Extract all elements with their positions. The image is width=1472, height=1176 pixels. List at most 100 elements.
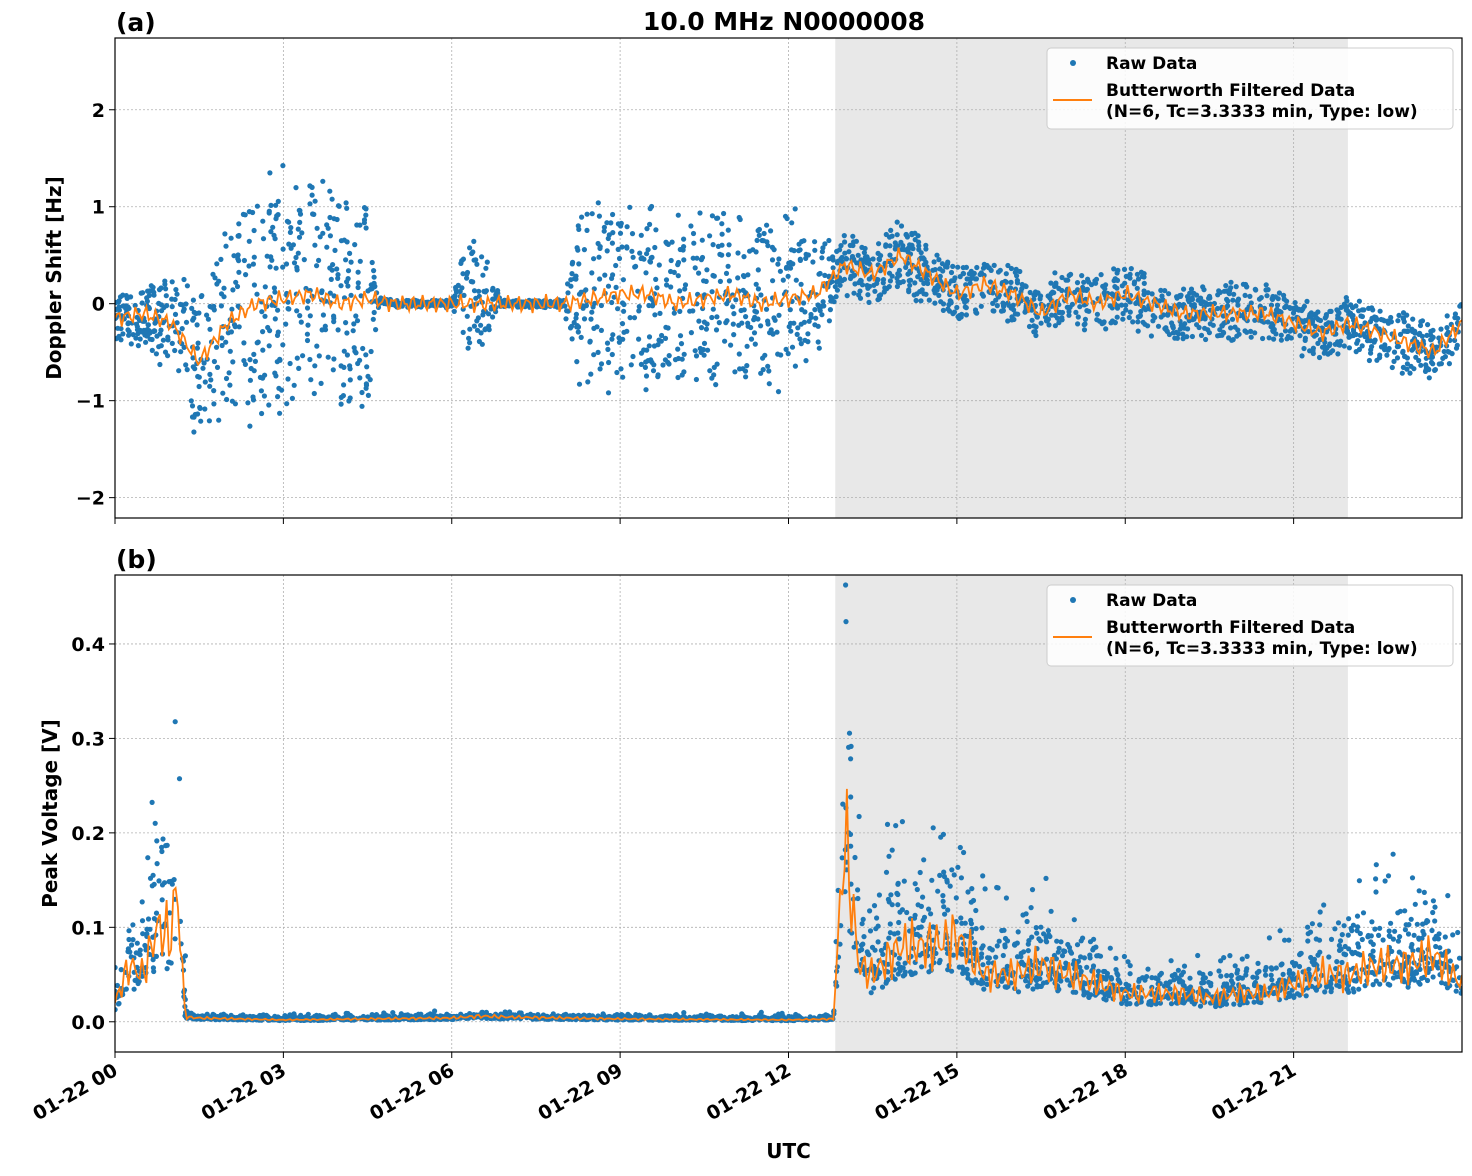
raw-point: [921, 918, 926, 923]
raw-point: [308, 313, 313, 318]
raw-point: [980, 925, 985, 930]
raw-point: [490, 314, 495, 319]
raw-point: [610, 241, 615, 246]
raw-point: [345, 239, 350, 244]
raw-point: [757, 227, 762, 232]
raw-point: [1122, 267, 1127, 272]
raw-point: [173, 719, 178, 724]
raw-point: [294, 308, 299, 313]
raw-point: [330, 268, 335, 273]
raw-point: [1034, 978, 1039, 983]
raw-point: [1310, 921, 1315, 926]
raw-point: [170, 341, 175, 346]
raw-point: [583, 287, 588, 292]
raw-point: [1249, 300, 1254, 305]
raw-point: [1384, 346, 1389, 351]
raw-point: [277, 357, 282, 362]
raw-point: [1031, 293, 1036, 298]
raw-point: [191, 429, 196, 434]
raw-point: [743, 374, 748, 379]
raw-point: [596, 350, 601, 355]
raw-point: [1318, 909, 1323, 914]
raw-point: [597, 214, 602, 219]
raw-point: [1368, 939, 1373, 944]
raw-point: [758, 292, 763, 297]
raw-point: [1137, 314, 1142, 319]
raw-point: [837, 247, 842, 252]
raw-point: [197, 384, 202, 389]
raw-point: [1169, 958, 1174, 963]
raw-point: [610, 332, 615, 337]
raw-point: [888, 892, 893, 897]
raw-point: [765, 319, 770, 324]
raw-point: [647, 222, 652, 227]
raw-point: [827, 318, 832, 323]
raw-point: [1142, 281, 1147, 286]
raw-point: [297, 313, 302, 318]
raw-point: [745, 344, 750, 349]
raw-point: [897, 910, 902, 915]
raw-point: [1218, 974, 1223, 979]
raw-point: [1176, 968, 1181, 973]
raw-point: [297, 220, 302, 225]
raw-point: [1180, 303, 1185, 308]
raw-point: [1142, 288, 1147, 293]
raw-point: [1008, 280, 1013, 285]
raw-point: [334, 266, 339, 271]
raw-point: [1046, 932, 1051, 937]
raw-point: [676, 356, 681, 361]
raw-point: [324, 245, 329, 250]
raw-point: [191, 298, 196, 303]
raw-point: [1180, 332, 1185, 337]
raw-point: [126, 937, 131, 942]
raw-point: [1361, 910, 1366, 915]
raw-point: [919, 964, 924, 969]
raw-point: [211, 388, 216, 393]
raw-point: [767, 381, 772, 386]
raw-point: [676, 213, 681, 218]
raw-point: [1351, 923, 1356, 928]
raw-point: [1373, 889, 1378, 894]
raw-point: [886, 936, 891, 941]
raw-point: [1049, 909, 1054, 914]
raw-point: [902, 879, 907, 884]
raw-point: [666, 361, 671, 366]
raw-point: [135, 941, 140, 946]
raw-point: [752, 330, 757, 335]
raw-point: [236, 270, 241, 275]
raw-point: [1221, 955, 1226, 960]
raw-point: [747, 249, 752, 254]
raw-point: [675, 347, 680, 352]
raw-point: [1058, 939, 1063, 944]
raw-point: [494, 290, 499, 295]
raw-point: [1341, 951, 1346, 956]
raw-point: [941, 308, 946, 313]
raw-point: [1455, 930, 1460, 935]
raw-point: [1226, 335, 1231, 340]
raw-point: [1423, 900, 1428, 905]
raw-point: [606, 360, 611, 365]
raw-point: [992, 263, 997, 268]
raw-point: [346, 398, 351, 403]
raw-point: [177, 776, 182, 781]
raw-point: [621, 309, 626, 314]
raw-point: [316, 258, 321, 263]
raw-point: [714, 314, 719, 319]
raw-point: [288, 230, 293, 235]
raw-point: [850, 243, 855, 248]
raw-point: [1340, 932, 1345, 937]
raw-point: [835, 288, 840, 293]
raw-point: [272, 285, 277, 290]
raw-point: [349, 260, 354, 265]
raw-point: [235, 256, 240, 261]
raw-point: [267, 209, 272, 214]
raw-point: [1433, 367, 1438, 372]
raw-point: [219, 291, 224, 296]
y-tick-label: 0: [92, 294, 105, 316]
raw-point: [894, 276, 899, 281]
raw-point: [297, 235, 302, 240]
raw-point: [861, 934, 866, 939]
raw-point: [1113, 956, 1118, 961]
raw-point: [876, 939, 881, 944]
raw-point: [1286, 938, 1291, 943]
